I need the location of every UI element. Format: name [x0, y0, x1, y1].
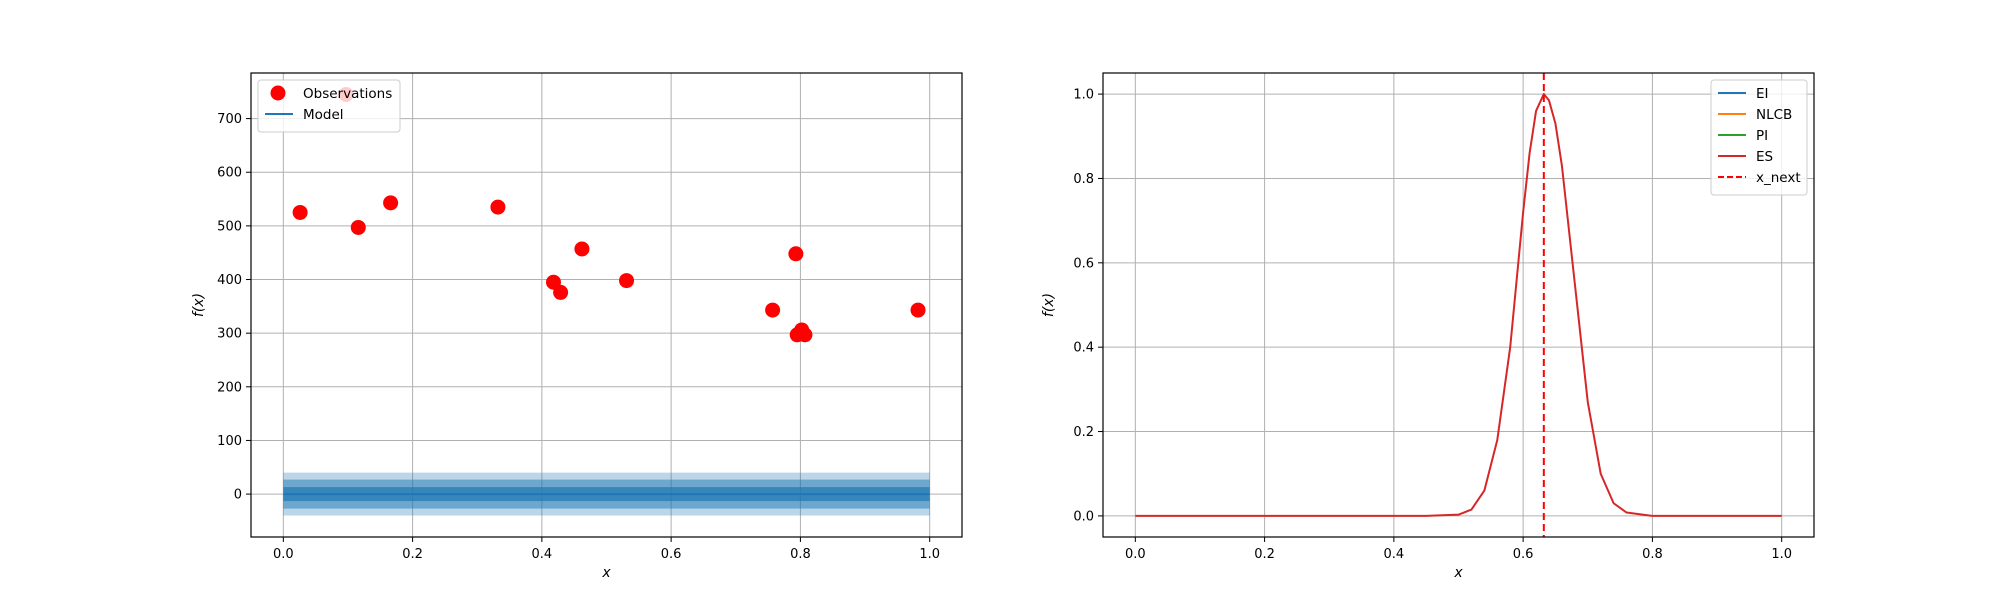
y-tick-label: 0.4 — [1073, 341, 1094, 356]
y-tick-label: 1.0 — [1073, 88, 1094, 103]
observation-point — [788, 246, 804, 262]
x-axis-label: x — [1453, 565, 1463, 581]
y-tick-label: 0.2 — [1073, 425, 1094, 440]
x-tick-label: 0.4 — [532, 547, 553, 562]
y-tick-label: 100 — [217, 434, 242, 449]
y-tick-label: 0.8 — [1073, 172, 1094, 187]
x-tick-label: 0.2 — [402, 547, 423, 562]
legend-marker-observations — [270, 85, 286, 101]
y-tick-label: 200 — [217, 380, 242, 395]
legend: Observations Model — [257, 79, 401, 133]
y-axis-label: f(x) — [1041, 293, 1057, 317]
x-tick-label: 0.8 — [1642, 547, 1663, 562]
observation-point — [797, 327, 813, 343]
x-tick-label: 1.0 — [919, 547, 940, 562]
y-tick-label: 0.0 — [1073, 509, 1094, 524]
y-tick-label: 700 — [217, 112, 242, 127]
legend-label: ES — [1756, 149, 1773, 165]
legend-label: EI — [1756, 86, 1769, 102]
observation-point — [765, 302, 781, 318]
legend-label: x_next — [1756, 170, 1801, 186]
y-tick-label: 600 — [217, 166, 242, 181]
chart-right-acquisition-functions: 0.0 0.2 0.4 0.6 0.8 1.0 0.0 0.2 0.4 0.6 0.8 1.0 x f(x… — [1041, 72, 1815, 581]
y-tick-label: 300 — [217, 327, 242, 342]
y-tick-label: 400 — [217, 273, 242, 288]
chart-left-observations-model: 0.0 0.2 0.4 0.6 0.8 1.0 0 100 200 300 400 500 600 700… — [191, 72, 963, 581]
grid-lines — [251, 73, 962, 537]
axes-frame — [1102, 72, 1815, 538]
axes-frame — [250, 72, 963, 538]
x-tick-label: 0.0 — [273, 547, 294, 562]
y-tick-label: 0.6 — [1073, 256, 1094, 271]
observation-point — [292, 204, 308, 220]
x-tick-label: 0.0 — [1125, 547, 1146, 562]
observation-point — [619, 273, 635, 289]
x-tick-label: 0.2 — [1254, 547, 1275, 562]
legend-label: Observations — [303, 86, 392, 102]
observation-point — [383, 195, 399, 211]
series-line-es — [1135, 93, 1782, 517]
y-tick-label: 500 — [217, 219, 242, 234]
observation-point — [910, 302, 926, 318]
x-axis-label: x — [601, 565, 611, 581]
legend-label: NLCB — [1756, 107, 1792, 123]
x-tick-label: 0.4 — [1384, 547, 1405, 562]
plot-area — [283, 86, 930, 516]
legend-box — [257, 79, 401, 133]
observation-point — [574, 241, 590, 257]
legend-label: Model — [303, 107, 344, 123]
legend-label: PI — [1756, 128, 1768, 144]
observation-point — [490, 199, 506, 215]
legend: EI NLCB PI ES x_next — [1710, 79, 1808, 196]
observation-point — [350, 219, 366, 235]
y-axis-label: f(x) — [191, 293, 207, 317]
observation-point — [553, 284, 569, 300]
x-tick-label: 0.8 — [790, 547, 811, 562]
x-tick-label: 0.6 — [661, 547, 682, 562]
plot-area — [1135, 73, 1782, 537]
grid-lines — [1103, 73, 1814, 537]
legend-box — [1710, 79, 1808, 196]
x-tick-label: 0.6 — [1513, 547, 1534, 562]
y-tick-label: 0 — [234, 488, 242, 503]
x-tick-label: 1.0 — [1771, 547, 1792, 562]
